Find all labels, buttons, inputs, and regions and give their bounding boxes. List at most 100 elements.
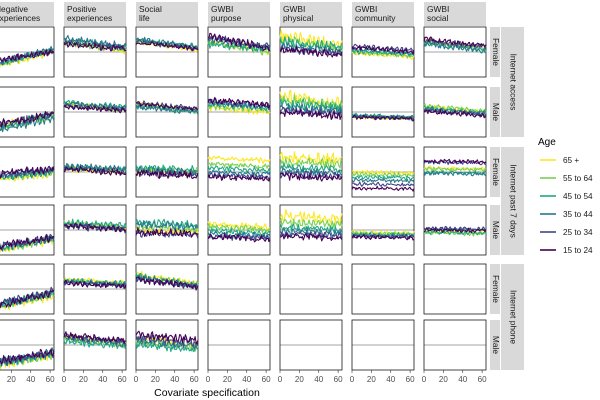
x-tick-label: 40 xyxy=(242,375,251,384)
series-line-35-to-44 xyxy=(279,42,343,54)
column-strip-label: GWBI xyxy=(283,4,305,14)
x-tick-label: 0 xyxy=(206,375,211,384)
series-line-35-to-44 xyxy=(423,41,487,54)
column-strip-label: physical xyxy=(283,13,313,23)
panel-r5-c4 xyxy=(279,319,343,371)
series-line-25-to-34 xyxy=(351,181,415,187)
group-strip-bg xyxy=(501,27,524,137)
legend-label: 35 to 44 xyxy=(563,210,593,219)
series-line-55-to-64 xyxy=(279,36,343,53)
series-line-15-to-24 xyxy=(207,96,271,109)
x-tick-label: 60 xyxy=(406,375,415,384)
column-strip-label: GWBI xyxy=(355,4,377,14)
row-strip-bg xyxy=(490,320,500,370)
series-line-55-to-64 xyxy=(207,223,271,234)
panel-r4-c2 xyxy=(135,263,199,315)
panel-r0-c3 xyxy=(207,26,271,78)
series-line-15-to-24 xyxy=(351,114,415,122)
x-tick-label: 0 xyxy=(350,375,355,384)
x-tick-label: 40 xyxy=(314,375,323,384)
row-strip-label: Male xyxy=(491,103,501,121)
x-tick-label: 0 xyxy=(278,375,283,384)
series-line-15-to-24 xyxy=(351,234,415,241)
series-line-55-to-64 xyxy=(423,230,487,237)
series-line-15-to-24 xyxy=(63,41,127,52)
x-tick-label: 60 xyxy=(190,375,199,384)
panel-r4-c3 xyxy=(207,263,271,315)
column-strip-label: GWBI xyxy=(427,4,449,14)
legend-label: 65 + xyxy=(563,156,579,165)
panel-r1-c5 xyxy=(351,86,415,138)
series-line-65-- xyxy=(279,208,343,225)
series-line-55-to-64 xyxy=(423,103,487,114)
series-line-15-to-24 xyxy=(63,223,127,233)
column-strip-bg xyxy=(136,2,198,26)
x-tick-label: 40 xyxy=(386,375,395,384)
series-line-35-to-44 xyxy=(279,227,343,237)
legend-label: 25 to 34 xyxy=(563,228,593,237)
x-tick-label: 20 xyxy=(79,375,88,384)
x-tick-label: 20 xyxy=(367,375,376,384)
series-line-65-- xyxy=(207,221,271,231)
x-tick-label: 40 xyxy=(170,375,179,384)
series-line-45-to-54 xyxy=(63,218,127,229)
series-line-35-to-44 xyxy=(135,219,199,231)
series-line-15-to-24 xyxy=(279,46,343,58)
legend-label: 55 to 64 xyxy=(563,174,593,183)
series-line-15-to-24 xyxy=(423,227,487,234)
series-line-45-to-54 xyxy=(279,223,343,234)
series-line-25-to-34 xyxy=(135,334,199,347)
x-tick-label: 60 xyxy=(262,375,271,384)
x-tick-label: 60 xyxy=(46,375,55,384)
row-strip-bg xyxy=(490,205,500,255)
row-strip-5: Male xyxy=(490,320,501,370)
series-line-15-to-24 xyxy=(423,158,487,165)
x-tick-label: 20 xyxy=(295,375,304,384)
series-line-35-to-44 xyxy=(135,337,199,350)
column-strip-label: life xyxy=(139,13,150,23)
series-line-45-to-54 xyxy=(279,98,343,114)
column-strip-bg xyxy=(424,2,486,26)
series-line-45-to-54 xyxy=(279,162,343,173)
series-line-15-to-24 xyxy=(135,169,199,180)
series-line-15-to-24 xyxy=(351,185,415,192)
panel-r0-c6 xyxy=(423,26,487,78)
row-strip-label: Male xyxy=(491,336,501,354)
series-line-25-to-34 xyxy=(423,225,487,232)
series-line-15-to-24 xyxy=(135,227,199,238)
row-strip-0: Female xyxy=(490,27,501,77)
column-strip-bg xyxy=(208,2,270,26)
row-strip-bg xyxy=(490,87,500,137)
series-line-15-to-24 xyxy=(0,348,55,365)
group-strip-bg xyxy=(501,147,524,255)
series-line-55-to-64 xyxy=(279,217,343,229)
row-strip-4: Female xyxy=(490,264,501,314)
series-line-55-to-64 xyxy=(423,166,487,172)
series-line-25-to-34 xyxy=(423,37,487,50)
series-line-15-to-24 xyxy=(63,331,127,344)
series-line-15-to-24 xyxy=(63,104,127,114)
series-line-35-to-44 xyxy=(63,162,127,173)
x-tick-label: 60 xyxy=(334,375,343,384)
group-strip-bg xyxy=(501,264,524,370)
row-strip-3: Male xyxy=(490,205,501,255)
series-line-15-to-24 xyxy=(135,330,199,345)
column-strip-label: purpose xyxy=(211,13,242,23)
row-strip-label: Female xyxy=(491,275,501,303)
x-tick-label: 0 xyxy=(134,375,139,384)
series-line-15-to-24 xyxy=(0,110,55,128)
row-strip-label: Female xyxy=(491,38,501,66)
series-line-15-to-24 xyxy=(0,165,55,179)
panel-r1-c1 xyxy=(63,86,127,138)
series-line-15-to-24 xyxy=(423,36,487,48)
series-line-55-to-64 xyxy=(207,161,271,170)
series-line-15-to-24 xyxy=(135,276,199,291)
panel-r4-c1 xyxy=(63,263,127,315)
column-strip-label: experiences xyxy=(0,13,40,23)
panel-r4-c6 xyxy=(423,263,487,315)
x-tick-label: 0 xyxy=(62,375,67,384)
